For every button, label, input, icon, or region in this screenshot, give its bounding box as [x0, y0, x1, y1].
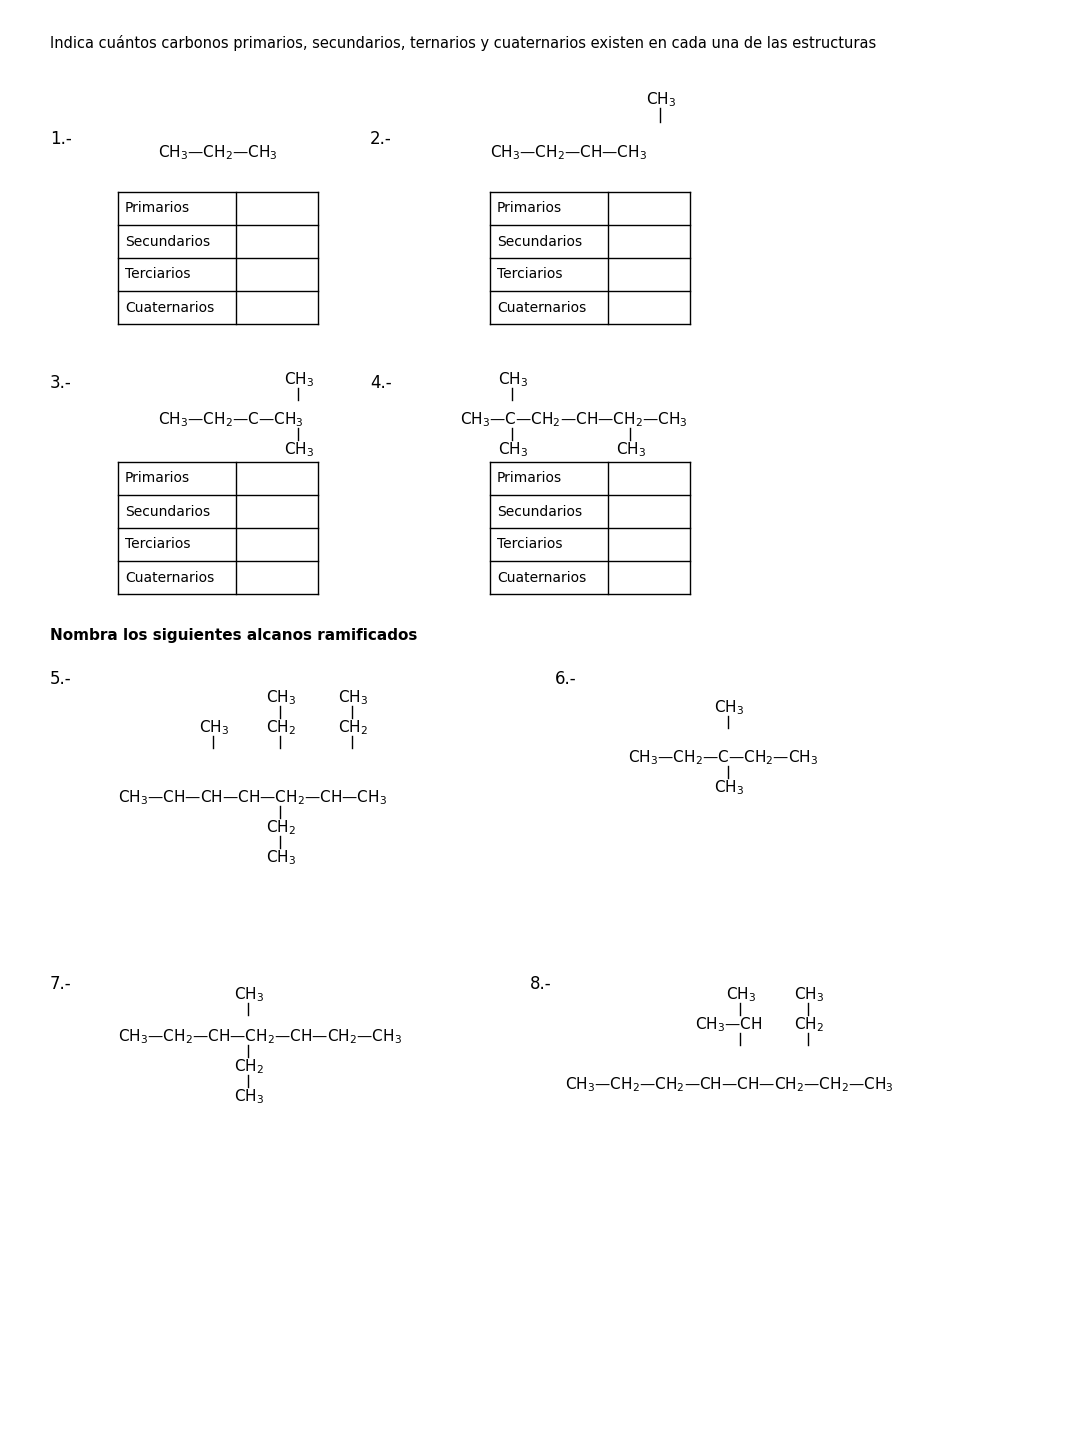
Text: CH$_3$: CH$_3$ [199, 718, 229, 737]
Text: Cuaternarios: Cuaternarios [497, 301, 586, 315]
Text: Terciarios: Terciarios [125, 538, 190, 552]
Text: CH$_3$—CH$_2$—CH—CH$_3$: CH$_3$—CH$_2$—CH—CH$_3$ [490, 143, 647, 162]
Text: Secundarios: Secundarios [497, 234, 582, 249]
Text: Primarios: Primarios [125, 201, 190, 215]
Text: Nombra los siguientes alcanos ramificados: Nombra los siguientes alcanos ramificado… [50, 629, 417, 643]
Text: CH$_3$: CH$_3$ [338, 688, 368, 707]
Text: CH$_3$: CH$_3$ [714, 698, 744, 717]
Text: Cuaternarios: Cuaternarios [497, 571, 586, 584]
Text: 4.-: 4.- [370, 374, 392, 392]
Text: CH$_3$: CH$_3$ [234, 1087, 265, 1105]
Text: CH$_2$: CH$_2$ [794, 1014, 824, 1033]
Text: CH$_2$: CH$_2$ [266, 718, 296, 737]
Text: CH$_3$: CH$_3$ [714, 777, 744, 796]
Text: CH$_3$—CH$_2$—CH$_3$: CH$_3$—CH$_2$—CH$_3$ [158, 143, 278, 162]
Text: Indica cuántos carbonos primarios, secundarios, ternarios y cuaternarios existen: Indica cuántos carbonos primarios, secun… [50, 35, 876, 51]
Text: CH$_3$—C—CH$_2$—CH—CH$_2$—CH$_3$: CH$_3$—C—CH$_2$—CH—CH$_2$—CH$_3$ [460, 410, 688, 429]
Text: CH$_3$—CH: CH$_3$—CH [696, 1014, 762, 1033]
Text: Primarios: Primarios [497, 471, 562, 486]
Text: CH$_3$: CH$_3$ [284, 439, 314, 458]
Text: CH$_3$: CH$_3$ [794, 985, 824, 1004]
Text: 8.-: 8.- [530, 975, 552, 993]
Text: Cuaternarios: Cuaternarios [125, 571, 214, 584]
Text: CH$_3$: CH$_3$ [266, 688, 296, 707]
Text: CH$_3$—CH—CH—CH—CH$_2$—CH—CH$_3$: CH$_3$—CH—CH—CH—CH$_2$—CH—CH$_3$ [118, 788, 387, 806]
Text: CH$_3$—CH$_2$—C—CH$_3$: CH$_3$—CH$_2$—C—CH$_3$ [158, 410, 303, 429]
Text: Secundarios: Secundarios [125, 504, 211, 519]
Text: 1.-: 1.- [50, 130, 71, 147]
Text: 7.-: 7.- [50, 975, 71, 993]
Text: CH$_3$—CH$_2$—CH—CH$_2$—CH—CH$_2$—CH$_3$: CH$_3$—CH$_2$—CH—CH$_2$—CH—CH$_2$—CH$_3$ [118, 1027, 402, 1046]
Text: CH$_3$—CH$_2$—CH$_2$—CH—CH—CH$_2$—CH$_2$—CH$_3$: CH$_3$—CH$_2$—CH$_2$—CH—CH—CH$_2$—CH$_2$… [565, 1075, 894, 1094]
Text: CH$_3$: CH$_3$ [266, 848, 296, 867]
Text: CH$_3$: CH$_3$ [234, 985, 265, 1004]
Text: 6.-: 6.- [555, 670, 577, 688]
Text: Terciarios: Terciarios [497, 267, 563, 282]
Text: Primarios: Primarios [497, 201, 562, 215]
Text: CH$_3$: CH$_3$ [284, 370, 314, 389]
Text: CH$_3$—CH$_2$—C—CH$_2$—CH$_3$: CH$_3$—CH$_2$—C—CH$_2$—CH$_3$ [627, 749, 819, 767]
Text: Secundarios: Secundarios [125, 234, 211, 249]
Text: CH$_2$: CH$_2$ [234, 1056, 264, 1075]
Text: CH$_2$: CH$_2$ [338, 718, 368, 737]
Text: 5.-: 5.- [50, 670, 71, 688]
Text: Secundarios: Secundarios [497, 504, 582, 519]
Text: CH$_2$: CH$_2$ [266, 818, 296, 837]
Text: CH$_3$: CH$_3$ [498, 439, 528, 458]
Text: Terciarios: Terciarios [497, 538, 563, 552]
Text: CH$_3$: CH$_3$ [616, 439, 646, 458]
Text: 2.-: 2.- [370, 130, 392, 147]
Text: 3.-: 3.- [50, 374, 71, 392]
Text: CH$_3$: CH$_3$ [646, 90, 676, 108]
Text: CH$_3$: CH$_3$ [498, 370, 528, 389]
Text: Primarios: Primarios [125, 471, 190, 486]
Text: CH$_3$: CH$_3$ [726, 985, 756, 1004]
Text: Terciarios: Terciarios [125, 267, 190, 282]
Text: Cuaternarios: Cuaternarios [125, 301, 214, 315]
